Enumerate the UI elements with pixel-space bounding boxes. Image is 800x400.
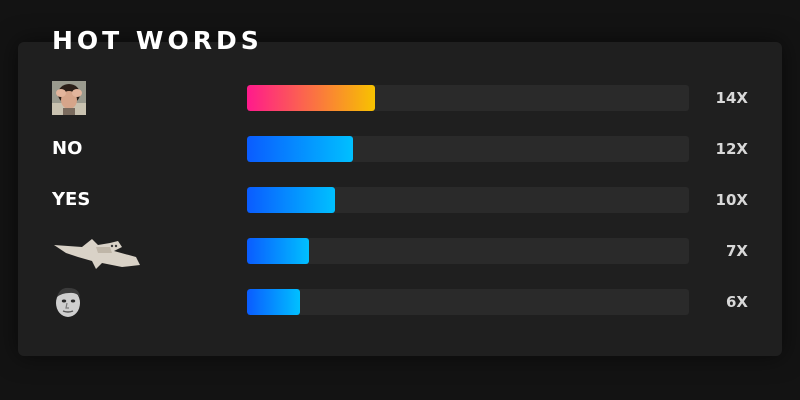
frequency-bar-fill — [247, 238, 309, 264]
list-item: 7X — [0, 238, 800, 269]
frequency-bar-fill — [247, 187, 336, 213]
word-label: YES — [52, 189, 91, 210]
frequency-bar-track — [247, 238, 689, 264]
list-item: NO 12X — [0, 136, 800, 162]
frequency-bar-track — [247, 136, 689, 162]
list-item: 6X — [0, 287, 800, 317]
list-item: 14X — [0, 81, 800, 115]
facepalm-emote-icon — [52, 81, 86, 115]
frequency-bar-track — [247, 85, 689, 111]
panel-title: HOT WORDS — [52, 26, 263, 55]
list-item: YES 10X — [0, 187, 800, 213]
frequency-bar-fill — [247, 136, 354, 162]
kappa-face-emote-icon — [56, 287, 80, 317]
frequency-bar-fill — [247, 85, 376, 111]
word-label: NO — [52, 138, 83, 159]
count-label: 14X — [715, 89, 748, 107]
frequency-bar-track — [247, 187, 689, 213]
count-label: 10X — [715, 191, 748, 209]
count-label: 7X — [725, 242, 748, 260]
flying-cat-emote-icon — [54, 239, 140, 269]
count-label: 12X — [715, 140, 748, 158]
frequency-bar-track — [247, 289, 689, 315]
count-label: 6X — [725, 293, 748, 311]
frequency-bar-fill — [247, 289, 301, 315]
